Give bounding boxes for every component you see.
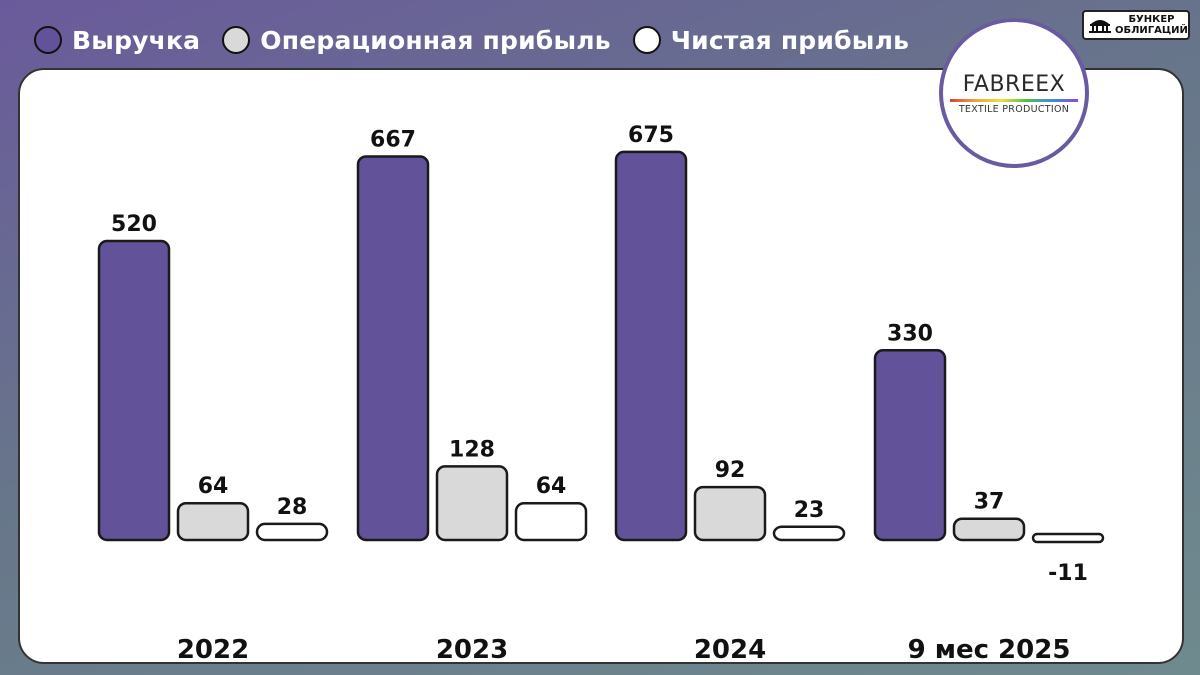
legend-item-operating-profit: Операционная прибыль (222, 26, 611, 55)
data-label-operating-profit: 64 (198, 474, 229, 499)
bar-operating-profit (435, 465, 509, 542)
legend-swatch-net-profit (632, 26, 661, 54)
bar-group: 520 64 28 (97, 212, 329, 542)
bar-net-profit (1031, 532, 1105, 544)
bar-net-profit (514, 501, 588, 542)
bar-revenue (97, 239, 171, 542)
bar-operating-profit (952, 517, 1026, 542)
bar-operating-profit (176, 501, 250, 542)
data-label-revenue: 520 (111, 212, 157, 237)
bar-operating-profit (693, 485, 767, 542)
data-label-operating-profit: 92 (715, 458, 746, 483)
legend-swatch-revenue (34, 26, 62, 54)
data-label-operating-profit: 37 (974, 490, 1005, 515)
bar-group: 667 128 64 (356, 127, 588, 542)
bar-revenue (873, 349, 947, 542)
bar-group: 330 37 -11 (873, 321, 1105, 586)
data-label-revenue: 330 (887, 321, 933, 346)
legend: Выручка Операционная прибыль Чистая приб… (34, 20, 931, 60)
logo-rainbow-stripe (950, 98, 1078, 102)
company-logo: FABREEX TEXTILE PRODUCTION (939, 18, 1089, 168)
data-label-operating-profit: 128 (449, 437, 495, 462)
brand-text: БУНКЕР ОБЛИГАЦИЙ (1115, 14, 1188, 36)
x-tick-label: 2023 (436, 635, 508, 665)
data-label-net-profit: 64 (536, 474, 567, 499)
x-tick-label: 2022 (177, 635, 249, 665)
bar-revenue (614, 150, 688, 542)
brand-line-1: БУНКЕР (1128, 14, 1175, 25)
brand-line-2: ОБЛИГАЦИЙ (1115, 25, 1188, 36)
legend-item-net-profit: Чистая прибыль (632, 25, 910, 55)
bar-chart: 520 64 28 2022 667 128 64 2023 675 92 23 2024 330 37 -… (97, 123, 1105, 665)
x-tick-label: 9 мес 2025 (908, 635, 1071, 665)
logo-subtitle: TEXTILE PRODUCTION (958, 103, 1070, 115)
legend-label-revenue: Выручка (72, 25, 201, 55)
chart-panel: 520 64 28 2022 667 128 64 2023 675 92 23 2024 330 37 -… (18, 68, 1184, 665)
legend-swatch-operating-profit (222, 26, 251, 54)
x-tick-label: 2024 (694, 635, 766, 665)
bar-net-profit (772, 525, 846, 542)
data-label-net-profit: 28 (277, 495, 308, 520)
data-label-revenue: 675 (628, 123, 674, 148)
logo-name: FABREEX (962, 71, 1066, 97)
bar-net-profit (255, 522, 329, 542)
bar-revenue (356, 155, 430, 542)
data-label-net-profit: -11 (1048, 561, 1088, 586)
legend-label-net-profit: Чистая прибыль (670, 25, 910, 55)
data-label-revenue: 667 (370, 127, 416, 152)
bunker-icon (1089, 20, 1111, 33)
bar-group: 675 92 23 (614, 123, 846, 542)
legend-label-operating-profit: Операционная прибыль (260, 25, 611, 55)
brand-badge: БУНКЕР ОБЛИГАЦИЙ (1082, 10, 1190, 40)
legend-item-revenue: Выручка (34, 26, 200, 55)
data-label-net-profit: 23 (794, 498, 825, 523)
